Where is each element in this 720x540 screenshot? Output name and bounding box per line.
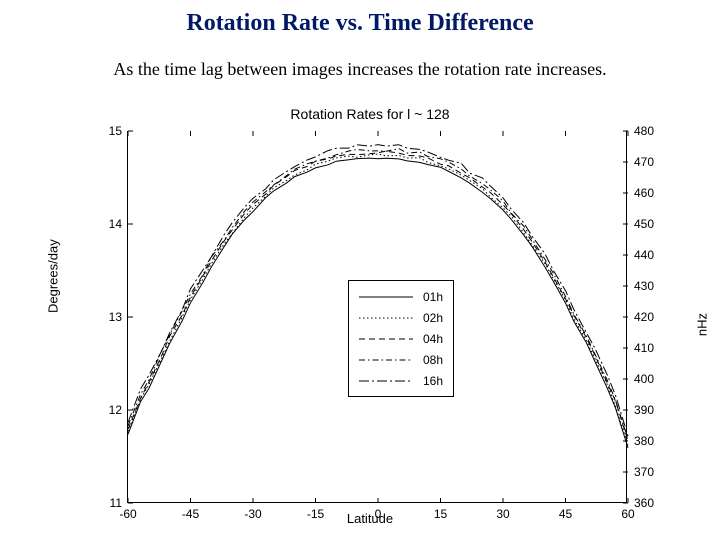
x-tick-label: 45 — [551, 507, 581, 521]
plot-area: 01h02h04h08h16h 111213141536037038039040… — [127, 131, 627, 503]
x-tick-label: 60 — [613, 507, 643, 521]
x-tick-label: 30 — [488, 507, 518, 521]
legend-label: 02h — [423, 311, 443, 325]
legend-row: 02h — [359, 308, 443, 329]
chart-container: Rotation Rates for l ~ 128 Degrees/day n… — [55, 103, 685, 523]
y-left-tick-label: 15 — [92, 124, 122, 138]
y-right-tick-label: 380 — [634, 434, 664, 448]
y-right-tick-label: 450 — [634, 217, 664, 231]
legend-label: 16h — [423, 374, 443, 388]
y-left-tick-label: 14 — [92, 217, 122, 231]
y-right-tick-label: 470 — [634, 155, 664, 169]
chart-title: Rotation Rates for l ~ 128 — [55, 106, 685, 122]
y-right-tick-label: 480 — [634, 124, 664, 138]
x-tick-label: -60 — [113, 507, 143, 521]
slide-subtitle: As the time lag between images increases… — [0, 37, 720, 80]
y-right-tick-label: 420 — [634, 310, 664, 324]
legend-swatch — [359, 291, 413, 303]
legend-row: 08h — [359, 350, 443, 371]
y-right-tick-label: 370 — [634, 465, 664, 479]
y-left-axis-label: Degrees/day — [46, 239, 61, 313]
legend-label: 08h — [423, 353, 443, 367]
x-tick-label: 15 — [426, 507, 456, 521]
legend-row: 01h — [359, 287, 443, 308]
y-right-tick-label: 460 — [634, 186, 664, 200]
legend-row: 16h — [359, 371, 443, 392]
x-tick-label: -45 — [176, 507, 206, 521]
legend-swatch — [359, 333, 413, 345]
x-tick-label: -15 — [301, 507, 331, 521]
legend-swatch — [359, 312, 413, 324]
y-right-tick-label: 440 — [634, 248, 664, 262]
legend-label: 04h — [423, 332, 443, 346]
y-left-tick-label: 13 — [92, 310, 122, 324]
y-right-axis-label: nHz — [695, 313, 710, 336]
y-right-tick-label: 410 — [634, 341, 664, 355]
x-tick-label: 0 — [363, 507, 393, 521]
slide-title: Rotation Rate vs. Time Difference — [0, 0, 720, 37]
y-right-tick-label: 400 — [634, 372, 664, 386]
legend-swatch — [359, 354, 413, 366]
y-right-tick-label: 430 — [634, 279, 664, 293]
legend-swatch — [359, 375, 413, 387]
y-left-tick-label: 12 — [92, 403, 122, 417]
x-tick-label: -30 — [238, 507, 268, 521]
legend: 01h 02h 04h 08h 16h — [348, 280, 454, 397]
legend-label: 01h — [423, 290, 443, 304]
y-right-tick-label: 390 — [634, 403, 664, 417]
legend-row: 04h — [359, 329, 443, 350]
